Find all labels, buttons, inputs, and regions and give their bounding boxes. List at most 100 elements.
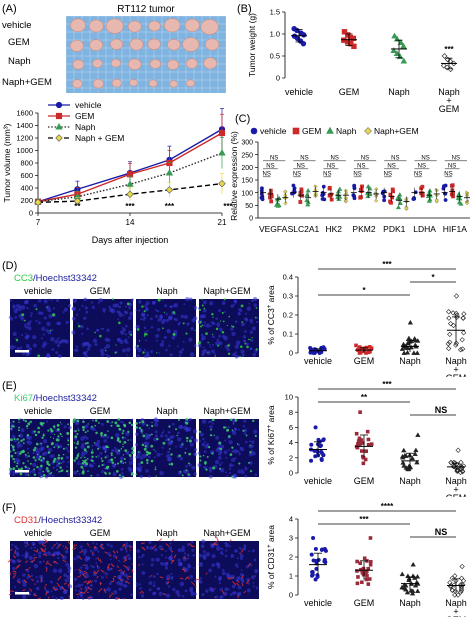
significance-label: *	[362, 286, 366, 295]
nucleus-speck	[48, 298, 51, 301]
stain-signal	[231, 446, 234, 449]
stain-signal	[77, 575, 82, 578]
data-point	[365, 429, 370, 434]
stain-signal	[19, 560, 22, 563]
y-axis-label-sup: +	[267, 544, 273, 548]
nucleus-speck	[15, 307, 19, 311]
stain-signal	[42, 473, 46, 477]
y-tick-label: 1000	[16, 146, 33, 155]
nucleus-speck	[168, 546, 173, 550]
nucleus-speck	[193, 438, 198, 443]
panel-label: (F)	[2, 502, 16, 514]
data-point	[319, 449, 324, 454]
stain-signal	[240, 345, 243, 349]
data-point	[453, 342, 459, 348]
nucleus-speck	[87, 556, 91, 560]
data-point	[458, 587, 465, 594]
data-point	[309, 442, 314, 447]
nucleus-speck	[97, 550, 100, 553]
nucleus-speck	[55, 351, 59, 355]
nucleus-speck	[203, 450, 207, 454]
data-point	[126, 190, 134, 198]
nucleus-speck	[168, 344, 171, 347]
significance-label: NS	[297, 163, 305, 169]
data-point	[329, 197, 334, 202]
nucleus-speck	[164, 434, 168, 438]
stain-signal	[188, 439, 192, 443]
significance-label: NS	[357, 163, 365, 169]
data-point	[399, 584, 405, 590]
nucleus-speck	[234, 457, 237, 460]
data-point	[395, 204, 401, 210]
nucleus-speck	[43, 551, 48, 555]
data-point	[446, 309, 452, 315]
stain-signal	[249, 338, 251, 341]
tumor-specimen	[164, 18, 181, 33]
stain-signal	[252, 419, 255, 423]
stain-signal	[57, 543, 62, 548]
nucleus-speck	[125, 550, 128, 553]
nucleus-speck	[156, 587, 160, 591]
data-point	[359, 187, 363, 192]
nucleus-speck	[12, 304, 16, 309]
data-point	[354, 431, 359, 436]
nucleus-speck	[28, 470, 32, 474]
nucleus-speck	[12, 470, 16, 475]
nucleus-speck	[66, 465, 69, 468]
significance-label: ***	[165, 202, 175, 211]
stain-signal	[246, 579, 250, 585]
stain-signal	[50, 430, 53, 433]
nucleus-speck	[162, 318, 166, 322]
nucleus-speck	[189, 574, 194, 579]
nucleus-speck	[125, 311, 129, 315]
stain-signal	[229, 539, 232, 542]
stain-signal	[124, 449, 128, 453]
nucleus-speck	[228, 463, 233, 468]
stain-signal	[93, 571, 96, 575]
photo-row-naph-gem: Naph+GEM	[2, 77, 52, 88]
nucleus-speck	[50, 590, 53, 593]
nucleus-speck	[16, 347, 20, 351]
nucleus-speck	[202, 550, 206, 554]
nucleus-speck	[95, 442, 100, 447]
stain-signal	[141, 443, 145, 447]
nucleus-speck	[168, 555, 174, 560]
stain-signal	[123, 564, 128, 569]
scale-bar	[15, 470, 29, 473]
nucleus-speck	[91, 444, 94, 447]
nucleus-speck	[165, 312, 168, 316]
nucleus-speck	[108, 305, 111, 309]
nucleus-speck	[18, 308, 22, 312]
nucleus-speck	[255, 586, 259, 590]
nucleus-speck	[14, 545, 18, 549]
data-point	[327, 186, 332, 191]
nucleus-speck	[81, 597, 85, 601]
nucleus-speck	[80, 452, 85, 458]
data-point	[450, 310, 456, 316]
stain-signal	[67, 423, 69, 426]
nucleus-speck	[208, 568, 212, 573]
data-point	[400, 42, 407, 49]
data-point	[165, 168, 174, 176]
nucleus-speck	[67, 460, 70, 464]
y-tick-label: 800	[20, 159, 33, 168]
image-group-label: GEM	[90, 286, 111, 296]
stain-signal	[121, 432, 124, 435]
stain-signal	[143, 447, 147, 451]
data-point	[366, 582, 371, 586]
nucleus-speck	[22, 573, 26, 577]
nucleus-speck	[108, 582, 112, 585]
nucleus-speck	[203, 321, 206, 324]
nucleus-speck	[240, 349, 245, 354]
nucleus-speck	[201, 314, 207, 319]
x-category-label: PKM2	[352, 224, 375, 234]
nucleus-speck	[25, 334, 30, 339]
nucleus-speck	[214, 459, 220, 465]
stain-signal	[128, 454, 132, 457]
nucleus-speck	[156, 328, 161, 332]
nucleus-speck	[162, 429, 165, 432]
photo-row-naph: Naph	[8, 56, 31, 67]
nucleus-speck	[31, 541, 36, 546]
stain-signal	[9, 438, 13, 442]
